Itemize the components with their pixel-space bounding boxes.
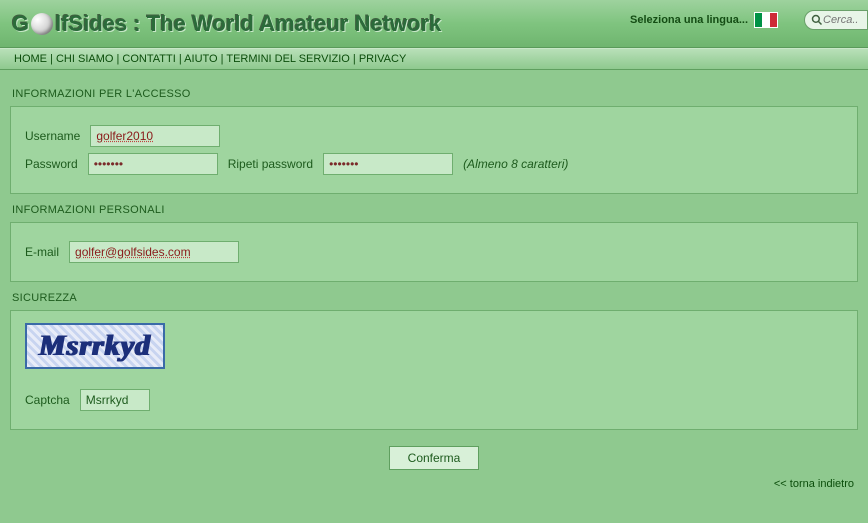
section-title-personal: INFORMAZIONI PERSONALI [10, 194, 858, 222]
logo-text-prefix: G [12, 11, 29, 37]
nav-contacts[interactable]: CONTATTI [122, 53, 175, 65]
content-area: INFORMAZIONI PER L'ACCESSO Username Pass… [0, 70, 868, 498]
back-link[interactable]: << torna indietro [774, 478, 854, 490]
access-panel: Username Password Ripeti password (Almen… [10, 106, 858, 194]
email-label: E-mail [25, 245, 59, 259]
personal-panel: E-mail [10, 222, 858, 282]
security-panel: Msrrkyd Captcha [10, 310, 858, 430]
confirm-row: Conferma [10, 446, 858, 470]
language-label: Seleziona una lingua... [630, 14, 748, 26]
language-selector[interactable]: Seleziona una lingua... [630, 12, 778, 28]
main-nav: HOME | CHI SIAMO | CONTATTI | AIUTO | TE… [0, 48, 868, 70]
search-input[interactable] [823, 14, 863, 26]
nav-help[interactable]: AIUTO [184, 53, 217, 65]
repeat-password-input[interactable] [323, 153, 453, 175]
nav-terms[interactable]: TERMINI DEL SERVIZIO [226, 53, 349, 65]
username-input[interactable] [90, 125, 220, 147]
password-hint: (Almeno 8 caratteri) [463, 157, 568, 171]
email-input[interactable] [69, 241, 239, 263]
captcha-image-text: Msrrkyd [39, 329, 151, 362]
captcha-label: Captcha [25, 393, 70, 407]
section-title-access: INFORMAZIONI PER L'ACCESSO [10, 78, 858, 106]
password-input[interactable] [88, 153, 218, 175]
password-label: Password [25, 157, 78, 171]
nav-about[interactable]: CHI SIAMO [56, 53, 113, 65]
section-title-security: SICUREZZA [10, 282, 858, 310]
search-box[interactable] [804, 10, 868, 30]
golf-ball-icon [31, 13, 53, 35]
back-link-row: << torna indietro [10, 476, 858, 490]
nav-privacy[interactable]: PRIVACY [359, 53, 406, 65]
search-icon [811, 14, 823, 26]
captcha-image: Msrrkyd [25, 323, 165, 369]
confirm-button[interactable]: Conferma [389, 446, 480, 470]
nav-home[interactable]: HOME [14, 53, 47, 65]
flag-italy-icon [754, 12, 778, 28]
logo-text-rest: lfSides : The World Amateur Network [55, 11, 441, 37]
header: G lfSides : The World Amateur Network Se… [0, 0, 868, 48]
username-label: Username [25, 129, 80, 143]
captcha-input[interactable] [80, 389, 150, 411]
repeat-password-label: Ripeti password [228, 157, 313, 171]
site-logo[interactable]: G lfSides : The World Amateur Network [12, 11, 441, 37]
